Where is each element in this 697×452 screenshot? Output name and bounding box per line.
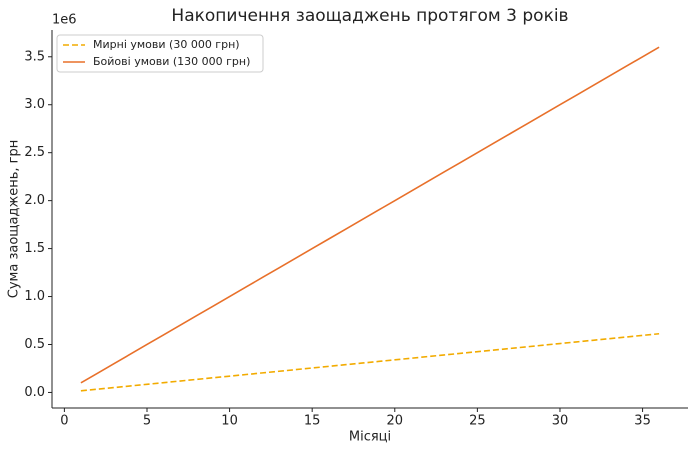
y-tick-label: 1.5: [24, 241, 45, 256]
x-axis-label: Місяці: [349, 430, 391, 445]
y-tick-label: 3.0: [24, 97, 45, 112]
y-tick-label: 3.5: [24, 49, 45, 64]
line-series: [80, 332, 660, 392]
x-tick-label: 0: [60, 414, 68, 429]
chart-title: Накопичення заощаджень протягом 3 років: [171, 6, 568, 26]
x-tick-label: 25: [469, 414, 486, 429]
y-tick-label: 1.0: [24, 289, 45, 304]
x-tick-label: 5: [143, 414, 151, 429]
x-tick-label: 10: [221, 414, 238, 429]
x-tick-label: 35: [634, 414, 651, 429]
y-offset-label: 1e6: [52, 13, 77, 28]
y-axis-label: Сума заощаджень, грн: [7, 140, 22, 298]
y-tick-label: 2.5: [24, 145, 45, 160]
y-tick-label: 0.0: [24, 385, 45, 400]
x-tick-label: 15: [304, 414, 321, 429]
x-tick-label: 30: [552, 414, 569, 429]
y-tick-label: 0.5: [24, 337, 45, 352]
legend-label: Бойові умови (130 000 грн): [93, 55, 250, 68]
y-tick-label: 2.0: [24, 193, 45, 208]
legend-box: [56, 34, 264, 73]
legend-label: Мирні умови (30 000 грн): [93, 38, 240, 51]
x-tick-label: 20: [387, 414, 404, 429]
line-series: [80, 46, 660, 384]
